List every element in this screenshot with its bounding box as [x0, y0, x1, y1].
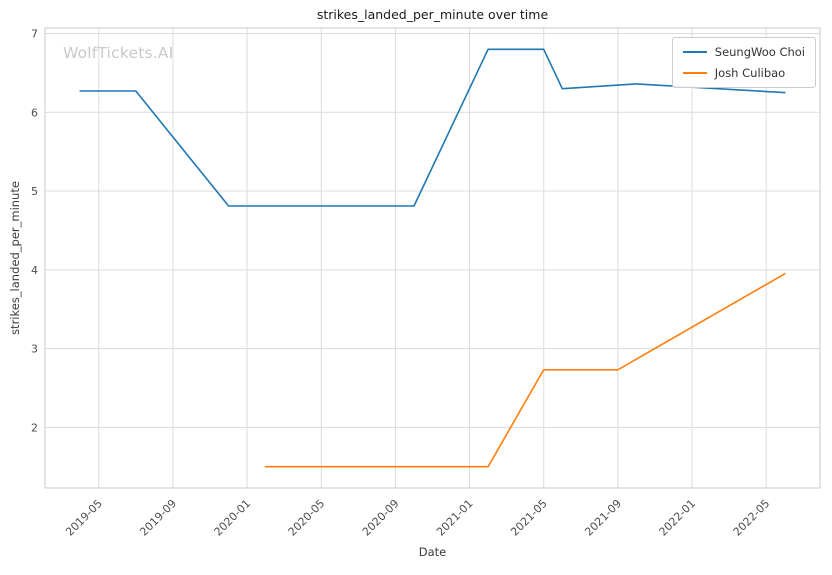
legend-label: Josh Culibao [714, 66, 786, 80]
legend-label: SeungWoo Choi [714, 45, 805, 59]
svg-text:2: 2 [31, 421, 38, 434]
svg-text:7: 7 [31, 28, 38, 41]
svg-text:2021-09: 2021-09 [582, 497, 624, 539]
svg-text:5: 5 [31, 185, 38, 198]
legend-line-seungwoo-choi [682, 51, 707, 53]
svg-text:2019-05: 2019-05 [63, 497, 105, 539]
watermark: WolfTickets.AI [63, 44, 174, 62]
svg-text:4: 4 [31, 264, 38, 277]
svg-text:2022-05: 2022-05 [731, 497, 773, 539]
svg-text:2020-05: 2020-05 [286, 497, 328, 539]
svg-text:2020-09: 2020-09 [360, 497, 402, 539]
svg-text:3: 3 [31, 343, 38, 356]
svg-text:6: 6 [31, 106, 38, 119]
legend-entry: Josh Culibao [682, 66, 805, 80]
y-axis-label: strikes_landed_per_minute [8, 181, 22, 335]
legend: SeungWoo Choi Josh Culibao [671, 37, 816, 88]
svg-text:2021-05: 2021-05 [508, 497, 550, 539]
legend-line-josh-culibao [682, 72, 707, 74]
x-axis-label: Date [418, 545, 447, 559]
svg-text:2021-01: 2021-01 [434, 497, 476, 539]
svg-text:2022-01: 2022-01 [656, 497, 698, 539]
svg-text:2019-09: 2019-09 [137, 497, 179, 539]
legend-entry: SeungWoo Choi [682, 45, 805, 59]
svg-text:2020-01: 2020-01 [212, 497, 254, 539]
chart-title: strikes_landed_per_minute over time [316, 7, 549, 22]
